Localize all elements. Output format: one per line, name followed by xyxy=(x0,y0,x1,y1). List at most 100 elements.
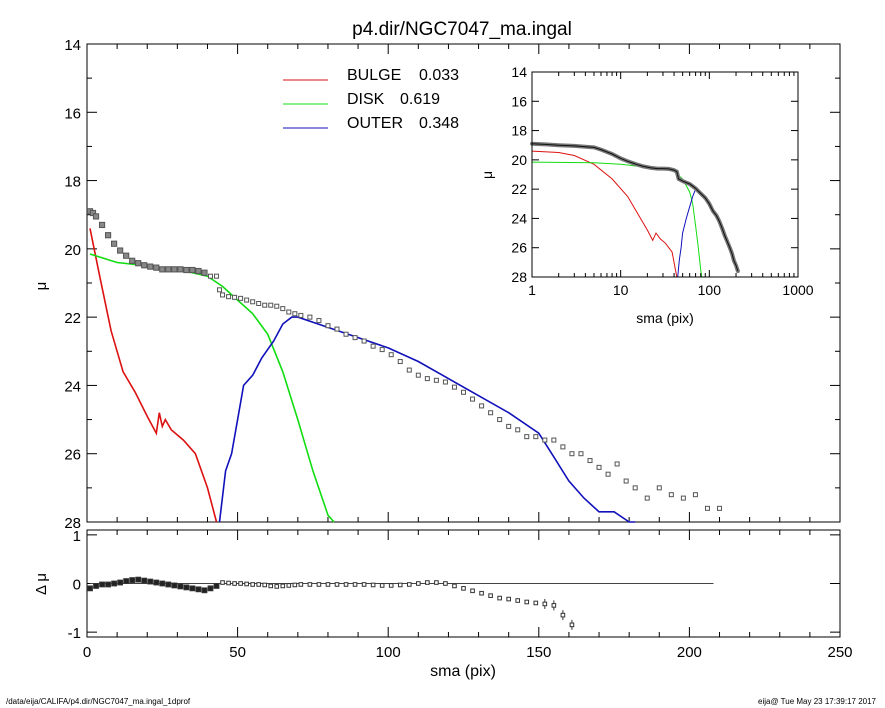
data-point xyxy=(298,312,304,318)
residual-point xyxy=(470,588,475,594)
data-point xyxy=(280,306,286,312)
data-point xyxy=(201,269,208,276)
main-plot: 14 16 18 20 22 24 26 28 μ xyxy=(33,37,841,532)
residual-point xyxy=(183,584,190,591)
data-point xyxy=(442,379,448,385)
data-point xyxy=(238,295,244,301)
residual-point xyxy=(361,582,367,587)
inset-plot-background xyxy=(532,72,798,277)
data-point xyxy=(129,257,136,264)
inset-y-axis-label: μ xyxy=(479,171,495,179)
residual-point xyxy=(93,583,99,589)
data-point xyxy=(334,326,340,332)
residual-point xyxy=(232,581,237,586)
main-y-tick-label: 20 xyxy=(64,242,81,259)
residual-point xyxy=(533,600,539,606)
data-point xyxy=(256,300,262,306)
data-point xyxy=(232,294,238,300)
data-point xyxy=(123,252,130,259)
data-point xyxy=(515,427,521,433)
residual-point xyxy=(434,580,439,585)
data-point xyxy=(98,221,106,229)
residual-point xyxy=(479,590,484,596)
residual-point xyxy=(497,595,502,601)
data-point xyxy=(569,451,575,457)
inset-x-tick-label: 1 xyxy=(528,282,536,298)
residual-point xyxy=(207,585,214,592)
data-point xyxy=(704,505,710,511)
residual-point xyxy=(129,577,136,583)
residual-point xyxy=(153,579,160,586)
data-point xyxy=(656,485,662,491)
residual-point xyxy=(262,582,268,588)
residual-point xyxy=(515,598,521,603)
residual-point xyxy=(425,580,430,585)
data-point xyxy=(92,213,100,220)
data-point xyxy=(325,323,331,329)
data-point xyxy=(207,273,213,279)
data-point xyxy=(542,437,548,443)
x-tick-label: 250 xyxy=(827,644,852,661)
data-point xyxy=(668,492,674,498)
main-y-axis-label: μ xyxy=(33,282,50,291)
inset-series-line-bulge xyxy=(531,150,678,278)
main-y-tick-label: 16 xyxy=(64,105,81,122)
residual-point xyxy=(117,579,124,586)
inset-x-axis-label: sma (pix) xyxy=(636,310,694,326)
residual-point xyxy=(141,577,148,584)
main-y-tick-label: 26 xyxy=(64,447,81,464)
inset-y-tick-label: 16 xyxy=(511,93,527,109)
legend: BULGE 0.033 DISK 0.619 OUTER 0.348 xyxy=(283,67,459,132)
residual-point xyxy=(111,580,118,587)
inset-x-tick-label: 10 xyxy=(613,282,629,298)
residual-point xyxy=(147,578,154,585)
legend-label-outer: OUTER xyxy=(347,115,403,132)
data-point xyxy=(171,266,178,273)
residual-point xyxy=(488,593,493,598)
data-point xyxy=(316,318,322,324)
inset-y-tick-label: 20 xyxy=(511,152,527,168)
data-point xyxy=(147,263,154,270)
data-point xyxy=(461,389,466,395)
data-point xyxy=(370,343,376,349)
x-tick-label: 200 xyxy=(677,644,702,661)
data-point xyxy=(159,266,166,273)
data-point xyxy=(274,303,280,309)
residual-y-tick-label: -1 xyxy=(68,625,81,642)
main-y-tick-label: 28 xyxy=(64,515,81,532)
residual-point xyxy=(551,603,557,608)
residual-point xyxy=(298,582,304,587)
inset-y-tick-label: 26 xyxy=(511,240,527,256)
residual-y-tick-label: 0 xyxy=(73,577,81,594)
inset-data-line xyxy=(531,143,739,272)
data-point xyxy=(262,302,268,308)
legend-label-disk: DISK xyxy=(347,91,385,108)
residual-point xyxy=(334,582,340,587)
data-point xyxy=(717,505,723,511)
data-point xyxy=(220,292,226,298)
chart-title: p4.dir/NGC7047_ma.ingal xyxy=(352,19,572,40)
residual-point xyxy=(177,583,184,590)
residual-point xyxy=(171,582,178,589)
residual-point xyxy=(286,583,292,588)
residual-point xyxy=(569,622,575,628)
residual-point xyxy=(165,581,172,588)
residual-point xyxy=(307,582,313,587)
main-y-tick-label: 18 xyxy=(64,174,81,191)
residual-point xyxy=(159,580,166,587)
data-point xyxy=(424,376,430,382)
residual-point xyxy=(268,583,274,589)
data-point xyxy=(497,417,503,423)
residual-point xyxy=(524,599,530,605)
residual-point xyxy=(250,582,255,587)
data-point xyxy=(117,247,124,254)
data-point xyxy=(488,410,494,416)
data-point xyxy=(292,311,298,317)
inset-y-tick-label: 14 xyxy=(511,64,527,80)
residual-y-axis-label: Δ μ xyxy=(33,573,50,595)
inset-plot: 14 16 18 20 22 24 26 281 10 100 1000 μ sma (pix) xyxy=(479,64,814,326)
residual-point xyxy=(379,583,385,588)
residual-point xyxy=(99,581,105,588)
residual-point xyxy=(195,586,202,593)
inset-y-tick-label: 22 xyxy=(511,181,527,197)
